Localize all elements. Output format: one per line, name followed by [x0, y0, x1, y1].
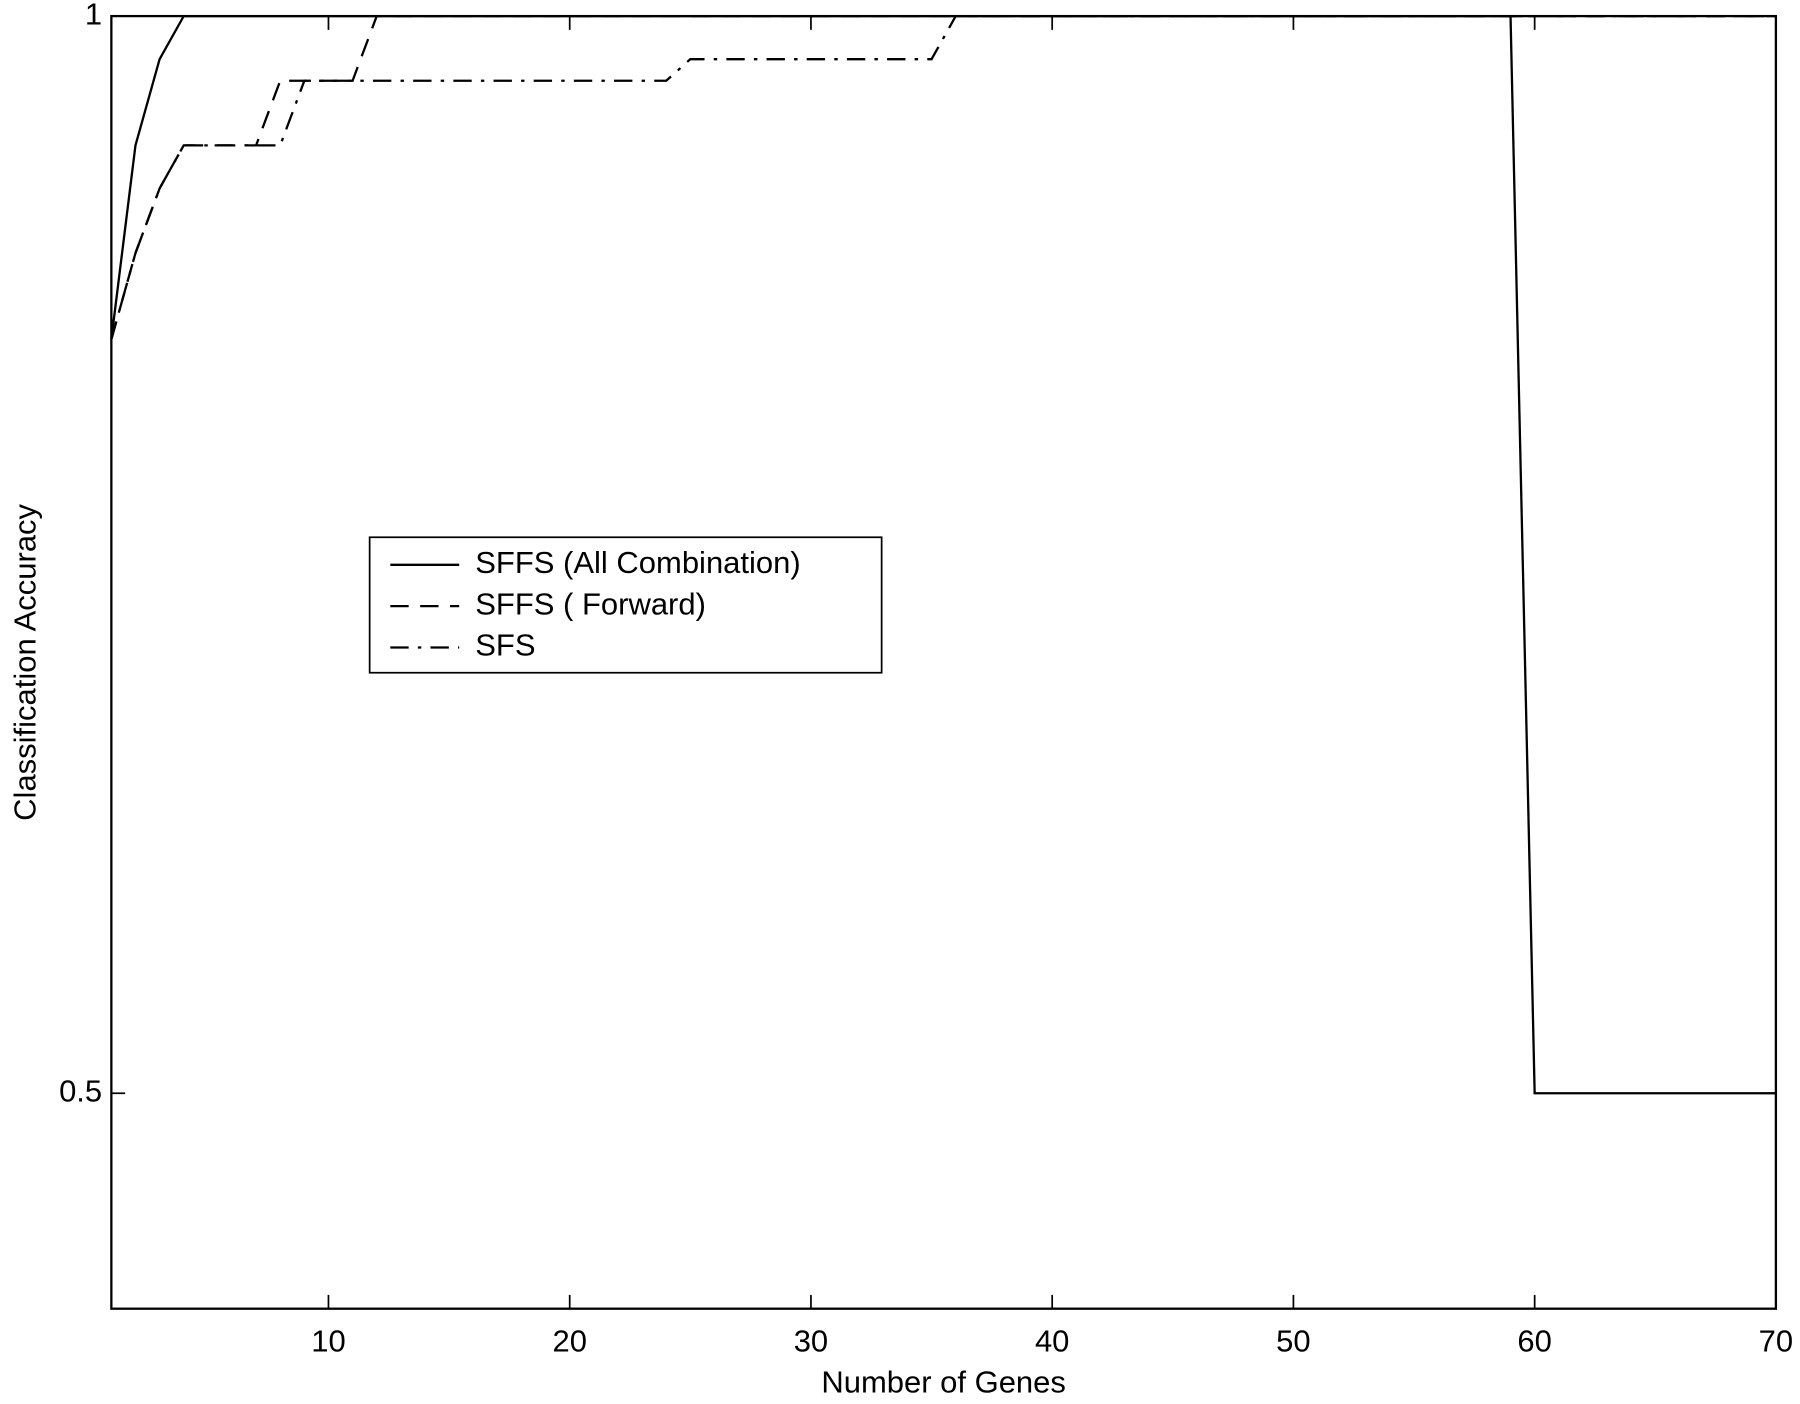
- x-axis-label: Number of Genes: [821, 1365, 1066, 1400]
- x-tick-label: 20: [552, 1323, 586, 1358]
- x-tick-label: 40: [1035, 1323, 1069, 1358]
- legend-label: SFFS ( Forward): [475, 586, 706, 621]
- legend-label: SFFS (All Combination): [475, 545, 800, 580]
- plot-frame: [110, 14, 1778, 1310]
- legend-label: SFS: [475, 628, 535, 663]
- x-tick-label: 10: [311, 1323, 345, 1358]
- y-tick-label: 0.5: [59, 1073, 102, 1108]
- legend-box: [368, 536, 883, 674]
- x-tick-label: 70: [1759, 1323, 1793, 1358]
- x-tick-label: 60: [1517, 1323, 1551, 1358]
- series-line: [110, 14, 1776, 340]
- series-line: [110, 14, 1776, 1095]
- y-tick-label: 1: [85, 0, 102, 31]
- x-tick-label: 50: [1276, 1323, 1310, 1358]
- x-tick-label: 30: [794, 1323, 828, 1358]
- y-axis-label: Classification Accuracy: [8, 503, 43, 820]
- series-line: [110, 14, 1776, 340]
